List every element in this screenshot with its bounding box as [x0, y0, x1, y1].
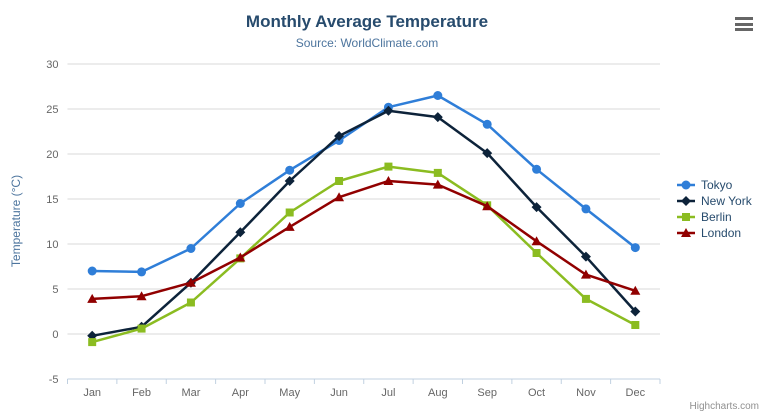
x-axis-label: Mar	[181, 387, 200, 399]
menu-bar	[735, 28, 753, 31]
data-point-marker-london[interactable]	[334, 192, 345, 202]
series-line-berlin	[90, 165, 637, 344]
hamburger-menu-icon[interactable]	[735, 16, 755, 32]
data-point-marker-berlin[interactable]	[137, 324, 146, 333]
legend-item-label: New York	[701, 194, 752, 208]
legend-item-label: Berlin	[701, 210, 732, 224]
data-point-marker-tokyo[interactable]	[235, 199, 245, 208]
legend-marker	[681, 180, 691, 190]
credits-link[interactable]: Highcharts.com	[689, 401, 759, 412]
data-point-marker-london[interactable]	[531, 236, 542, 246]
legend-marker	[682, 213, 690, 221]
data-point-marker-new-york[interactable]	[383, 105, 394, 116]
data-point-marker-new-york[interactable]	[284, 176, 295, 186]
series-tokyo	[87, 91, 640, 277]
y-axis-label: 15	[46, 194, 58, 206]
legend-item-london[interactable]: London	[676, 225, 752, 241]
data-point-marker-tokyo[interactable]	[87, 266, 97, 276]
data-point-marker-london[interactable]	[136, 291, 147, 301]
diamond-series-marker-icon	[677, 196, 695, 206]
y-axis-label: 5	[52, 284, 58, 296]
data-point-marker-berlin[interactable]	[433, 168, 442, 177]
triangle-series-marker-icon	[677, 228, 695, 237]
x-axis-label: May	[279, 387, 300, 399]
legend-item-label: Tokyo	[701, 178, 733, 192]
data-point-marker-london[interactable]	[482, 201, 493, 211]
data-point-marker-berlin[interactable]	[285, 208, 294, 217]
data-point-marker-berlin[interactable]	[186, 298, 195, 307]
data-point-marker-new-york[interactable]	[235, 227, 246, 238]
x-axis-label: Jun	[330, 387, 348, 399]
series-new-york	[87, 105, 641, 341]
series-lines	[87, 91, 641, 347]
data-point-marker-london[interactable]	[432, 179, 443, 189]
gridlines	[67, 63, 660, 335]
series-line-london	[90, 179, 637, 301]
data-point-marker-london[interactable]	[87, 293, 98, 303]
data-point-marker-tokyo[interactable]	[630, 243, 640, 253]
y-axis-label: 0	[52, 329, 58, 341]
chart-title: Monthly Average Temperature	[245, 12, 489, 31]
data-point-marker-new-york[interactable]	[334, 131, 345, 141]
data-point-marker-berlin[interactable]	[335, 177, 344, 185]
x-axis-label: Sep	[477, 387, 497, 399]
data-point-marker-tokyo[interactable]	[532, 164, 542, 174]
y-axis-title: Temperature (°C)	[9, 175, 23, 267]
series-line-tokyo	[90, 94, 637, 274]
data-point-marker-london[interactable]	[580, 269, 591, 279]
data-point-marker-london[interactable]	[185, 277, 196, 287]
data-point-marker-tokyo[interactable]	[581, 204, 591, 214]
y-axis-label: 20	[46, 149, 58, 161]
legend-item-new-york[interactable]: New York	[676, 193, 752, 209]
y-axis-label: -5	[49, 374, 59, 386]
series-london	[87, 176, 641, 303]
data-point-marker-tokyo[interactable]	[433, 91, 443, 100]
data-point-marker-new-york[interactable]	[432, 112, 443, 123]
y-axis-label: 10	[46, 239, 58, 251]
data-point-marker-london[interactable]	[235, 252, 246, 262]
x-axis-label: Apr	[232, 387, 249, 399]
x-axis-label: Oct	[528, 387, 545, 399]
legend-item-berlin[interactable]: Berlin	[676, 209, 752, 225]
x-axis-label: Jan	[83, 387, 101, 399]
data-point-marker-new-york[interactable]	[531, 202, 542, 213]
x-axis-label: Nov	[576, 387, 596, 399]
data-point-marker-berlin[interactable]	[384, 162, 393, 171]
data-point-marker-berlin[interactable]	[581, 294, 590, 303]
x-axis-label: Jul	[381, 387, 395, 399]
data-point-marker-london[interactable]	[383, 176, 394, 185]
x-axis-label: Dec	[626, 387, 646, 399]
x-axis-label: Feb	[132, 387, 151, 399]
menu-bar	[735, 22, 753, 26]
series-line-new-york	[90, 109, 637, 338]
data-point-marker-new-york[interactable]	[482, 148, 493, 159]
square-series-marker-icon	[677, 213, 695, 221]
data-point-marker-new-york[interactable]	[580, 251, 591, 262]
data-point-marker-london[interactable]	[630, 285, 641, 295]
data-point-marker-tokyo[interactable]	[482, 119, 492, 129]
axes: -5 0 5 10 15 20 25 30 Jan Feb Mar Apr May Jun Jul Aug Se…	[46, 59, 661, 399]
legend: Tokyo New York Berlin London	[676, 177, 752, 241]
data-point-marker-london[interactable]	[284, 221, 295, 231]
circle-series-marker-icon	[677, 180, 695, 190]
x-axis-label: Aug	[428, 387, 448, 399]
y-axis-label: 30	[46, 59, 58, 71]
data-point-marker-new-york[interactable]	[630, 306, 641, 317]
legend-item-label: London	[701, 226, 742, 240]
legend-item-tokyo[interactable]: Tokyo	[676, 177, 752, 193]
menu-bar	[735, 17, 753, 20]
data-point-marker-berlin[interactable]	[631, 321, 640, 329]
chart-subtitle: Source: WorldClimate.com	[295, 36, 439, 50]
y-axis-label: 25	[46, 104, 58, 116]
legend-marker	[681, 196, 691, 206]
data-point-marker-tokyo[interactable]	[186, 244, 196, 253]
data-point-marker-berlin[interactable]	[88, 338, 97, 347]
data-point-marker-berlin[interactable]	[532, 249, 541, 257]
data-point-marker-tokyo[interactable]	[285, 165, 295, 175]
legend-marker	[681, 228, 691, 237]
data-point-marker-tokyo[interactable]	[137, 267, 147, 277]
